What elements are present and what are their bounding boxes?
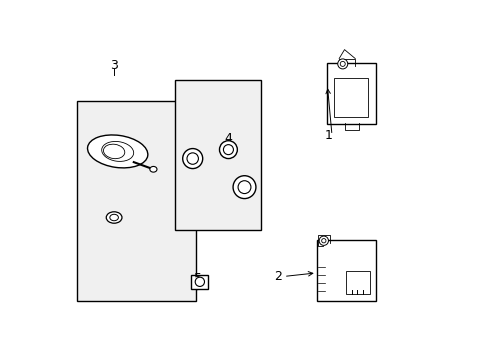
- Ellipse shape: [183, 149, 203, 168]
- Ellipse shape: [110, 214, 118, 221]
- Bar: [333, 78, 367, 117]
- Ellipse shape: [238, 181, 250, 194]
- FancyBboxPatch shape: [326, 63, 375, 124]
- Text: 3: 3: [110, 59, 118, 72]
- Ellipse shape: [219, 141, 237, 158]
- Ellipse shape: [340, 62, 345, 66]
- Ellipse shape: [195, 277, 204, 287]
- Ellipse shape: [223, 145, 233, 155]
- Ellipse shape: [321, 239, 325, 243]
- Ellipse shape: [337, 59, 347, 69]
- Ellipse shape: [186, 153, 198, 164]
- Bar: [346, 271, 369, 294]
- Ellipse shape: [233, 176, 255, 199]
- FancyBboxPatch shape: [316, 240, 375, 301]
- Bar: [175, 80, 260, 230]
- Ellipse shape: [106, 212, 122, 223]
- Ellipse shape: [149, 166, 157, 172]
- Text: 5: 5: [194, 272, 202, 285]
- Ellipse shape: [87, 135, 147, 168]
- Bar: [77, 102, 196, 301]
- FancyBboxPatch shape: [191, 275, 208, 289]
- Ellipse shape: [319, 236, 328, 246]
- Text: 1: 1: [324, 129, 332, 142]
- Text: 2: 2: [274, 270, 282, 283]
- Text: 4: 4: [224, 132, 232, 145]
